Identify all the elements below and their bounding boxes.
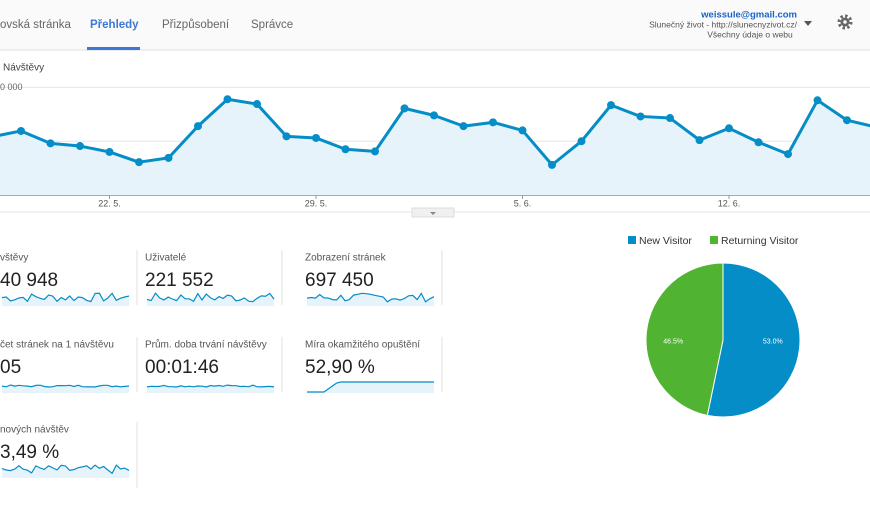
point (489, 118, 497, 127)
sparkline-area (147, 385, 274, 393)
point (548, 160, 556, 169)
x-tick-label: 29. 5. (305, 198, 328, 208)
metric-label: Zobrazení stránek (305, 253, 387, 264)
gear-teeth (837, 14, 853, 30)
point (754, 138, 763, 147)
account-scope[interactable]: Všechny údaje o webu (707, 29, 793, 39)
metric-value: 52,90 % (305, 357, 375, 378)
nav-tab[interactable]: Přehledy (90, 19, 139, 31)
point (46, 139, 55, 148)
point (459, 122, 468, 131)
sparkline (307, 381, 434, 393)
point (843, 116, 851, 125)
x-tick-label: 12. 6. (718, 198, 741, 208)
legend-label: Returning Visitor (721, 235, 799, 247)
point (17, 126, 25, 135)
point (223, 95, 232, 104)
point (341, 145, 350, 154)
x-tick-label: 5. 6. (514, 198, 532, 208)
y-tick-label: 0 000 (0, 82, 23, 92)
legend-swatch (628, 236, 636, 244)
sparkline (146, 384, 275, 388)
metric-label: Prům. doba trvání návštěvy (145, 339, 267, 351)
nav-tab-underline (87, 47, 140, 50)
nav-tab[interactable]: ovská stránka (0, 19, 72, 31)
account-email[interactable]: weissule@gmail.com (700, 10, 797, 21)
x-tick-label: 22. 5. (98, 198, 121, 208)
sparkline-area (2, 465, 129, 478)
settings-icon[interactable] (837, 14, 853, 30)
sparkline-area (2, 293, 129, 306)
point (194, 122, 202, 131)
point (312, 133, 320, 142)
metric-value: 05 (0, 357, 21, 378)
metric-value: 40 948 (0, 270, 58, 291)
pie-slice (645, 262, 724, 416)
point (135, 158, 143, 167)
point (607, 101, 615, 110)
metric-value: 697 450 (305, 270, 374, 291)
point (784, 150, 792, 159)
metric-label: vštěvy (0, 253, 28, 264)
nav-tab[interactable]: Přizpůsobení (162, 19, 230, 31)
metric-value: 00:01:46 (145, 357, 219, 378)
area (0, 99, 870, 195)
point (76, 142, 84, 151)
sparkline (1, 292, 130, 303)
point (725, 124, 733, 133)
sparkline-area (307, 293, 434, 306)
legend-label: New Visitor (639, 235, 692, 247)
point (105, 147, 114, 156)
legend-swatch (710, 236, 718, 244)
legend-label: Návštěvy (3, 63, 44, 74)
metric-value: 221 552 (145, 270, 214, 291)
sparkline (146, 292, 275, 303)
point (164, 153, 173, 162)
point (636, 112, 645, 121)
point (371, 147, 379, 156)
metric-label: nových návštěv (0, 425, 69, 436)
slice-label: 53.0% (763, 339, 783, 346)
sparkline-area (147, 293, 274, 306)
account-site[interactable]: Slunečný život - http://slunecnyzivot.cz… (649, 19, 798, 29)
nav-bar (0, 0, 870, 50)
point (253, 100, 261, 109)
account-dropdown[interactable] (804, 21, 812, 26)
gear-hole (843, 20, 847, 24)
point (666, 114, 674, 123)
metric-label: Uživatelé (145, 253, 187, 264)
point (400, 104, 409, 113)
point (577, 137, 586, 146)
point (695, 136, 704, 145)
sparkline-area (307, 382, 434, 393)
sparkline (306, 292, 435, 303)
point (813, 96, 822, 105)
point (518, 126, 527, 135)
pie-slice (706, 262, 801, 418)
metric-value: 3,49 % (0, 442, 59, 463)
metric-label: Míra okamžitého opuštění (305, 340, 420, 351)
slice-label: 46.5% (663, 339, 683, 346)
sparkline (1, 464, 130, 475)
metric-label: čet stránek na 1 návštěvu (0, 340, 114, 351)
point (282, 132, 291, 141)
handle-arrow (430, 212, 436, 215)
point (430, 111, 438, 120)
sparkline (1, 384, 130, 388)
nav-tab[interactable]: Správce (251, 19, 293, 31)
